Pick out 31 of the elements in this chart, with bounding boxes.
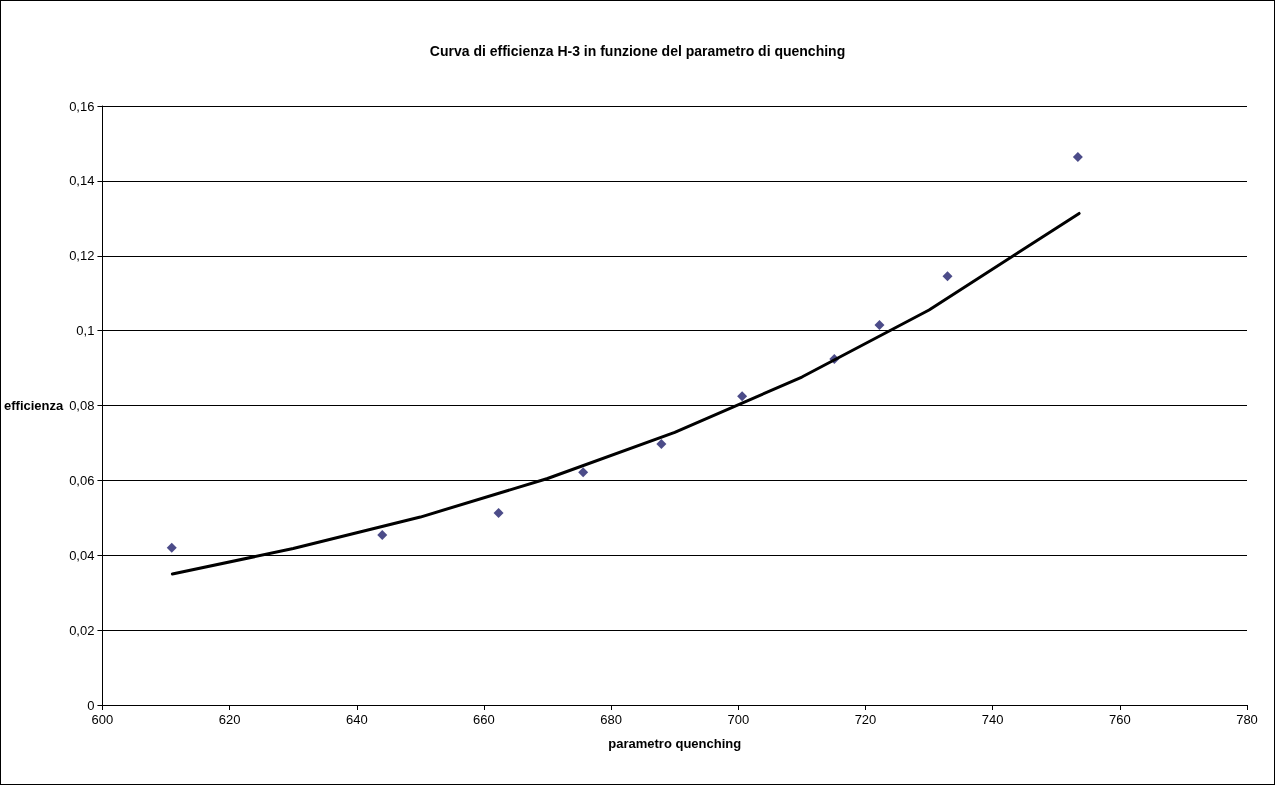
point xyxy=(656,439,667,450)
x-tick-label: 740 xyxy=(981,712,1004,727)
point xyxy=(493,507,504,518)
point xyxy=(737,391,748,402)
y-tick-label: 0,1 xyxy=(76,323,95,339)
chart-title: Curva di efficienza H-3 in funzione del parametro di quenching xyxy=(429,43,846,59)
x-tick-label: 760 xyxy=(1108,712,1131,727)
x-tick-label: 660 xyxy=(473,712,495,727)
y-axis-title: efficienza xyxy=(3,398,65,413)
x-axis-title: parametro quenching xyxy=(608,736,742,751)
x-tick-label: 680 xyxy=(600,712,622,727)
x-tick-label: 620 xyxy=(218,712,241,727)
x-tick-label: 720 xyxy=(854,712,877,727)
y-tick-label: 0,08 xyxy=(69,398,95,413)
point xyxy=(377,530,388,541)
y-tick-label: 0,06 xyxy=(69,472,95,488)
point xyxy=(874,320,885,331)
point xyxy=(578,467,589,478)
y-tick-label: 0 xyxy=(87,697,95,713)
point xyxy=(166,542,177,553)
x-tick-label: 780 xyxy=(1236,712,1258,727)
y-tick-label: 0,16 xyxy=(69,98,95,114)
y-tick-label: 0,14 xyxy=(69,173,95,189)
x-tick-label: 640 xyxy=(345,712,368,727)
y-tick-label: 0,12 xyxy=(69,248,95,264)
point xyxy=(1072,151,1083,162)
y-tick-label: 0,02 xyxy=(69,622,95,638)
x-tick-label: 700 xyxy=(727,712,750,727)
x-tick-label: 600 xyxy=(91,712,114,727)
point xyxy=(942,271,953,282)
y-tick-label: 0,04 xyxy=(69,547,95,563)
